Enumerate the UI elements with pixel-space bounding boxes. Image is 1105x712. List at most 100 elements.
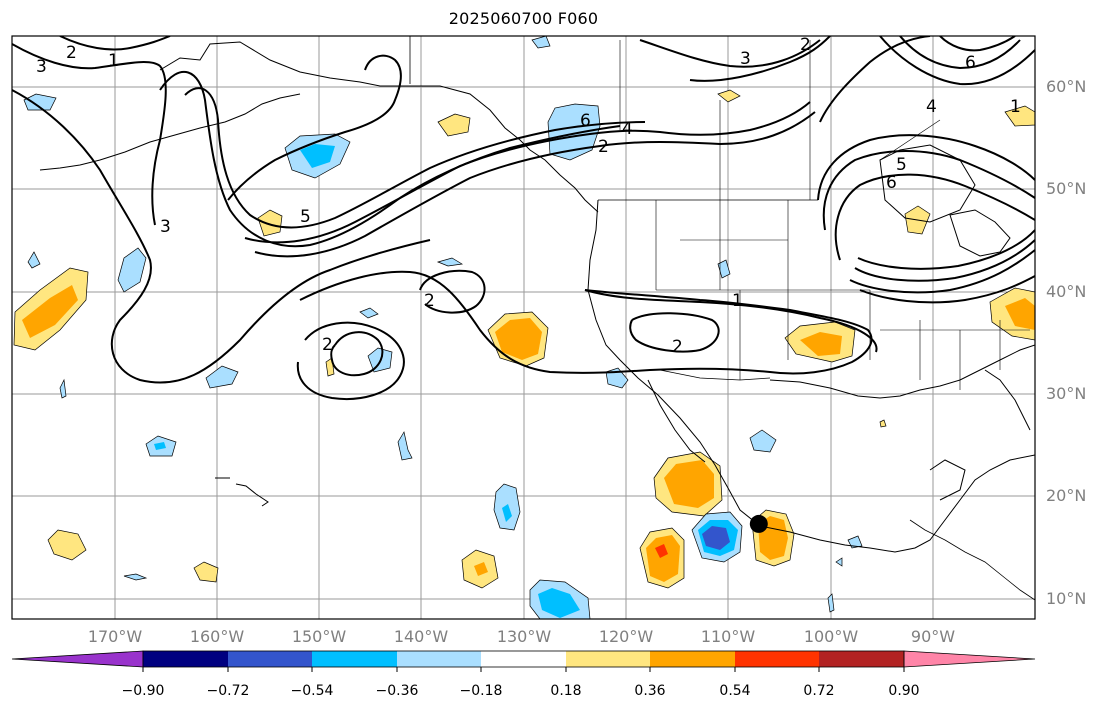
colorbar-extend-low [11, 650, 144, 668]
contour-lines [12, 36, 1035, 400]
colorbar-label: −0.54 [290, 683, 334, 699]
lon-tick-label: 90°W [910, 627, 956, 646]
lon-tick-label: 100°W [803, 627, 859, 646]
contour-label: 4 [622, 119, 633, 139]
positive-anomaly-patch [1005, 298, 1035, 330]
negative-anomaly-patch [702, 526, 730, 550]
contour-label: 6 [580, 111, 591, 131]
coastlines [39, 36, 1035, 601]
positive-anomaly-patch [22, 285, 78, 338]
negative-anomaly-patch [397, 431, 413, 461]
contour-label: 1 [1010, 97, 1021, 117]
lat-tick-label: 10°N [1046, 589, 1087, 608]
province-lines [619, 40, 941, 200]
negative-anomaly-patch [27, 251, 41, 269]
colorbar-label: −0.18 [459, 683, 503, 699]
florida [984, 369, 1031, 431]
contour-label: 5 [300, 207, 311, 227]
colorbar-extend-high [903, 650, 1036, 668]
negative-anomaly-patch [154, 442, 166, 450]
anomaly-patches [13, 36, 1035, 619]
negative-anomaly-patch [123, 573, 148, 581]
colorbar-bin [566, 651, 650, 667]
lon-tick-label: 120°W [598, 627, 654, 646]
negative-anomaly-patch [359, 307, 379, 319]
contour-label: 3 [36, 57, 47, 77]
contour-label: 5 [896, 155, 907, 175]
contour-label: 3 [740, 49, 751, 69]
contour-label: 2 [598, 137, 609, 157]
contour-label: 2 [800, 35, 811, 55]
lat-tick-label: 40°N [1046, 282, 1087, 301]
contour-label: 1 [732, 291, 743, 311]
positive-anomaly-patch [1004, 105, 1035, 127]
positive-anomaly-patch [655, 544, 668, 558]
negative-anomaly-patch [436, 257, 464, 267]
lon-tick-label: 150°W [291, 627, 347, 646]
colorbar-ticks [142, 667, 905, 672]
negative-anomaly-patch [117, 247, 147, 293]
negative-anomaly-patch [205, 365, 239, 389]
positive-anomaly-patch [193, 561, 219, 583]
state-lines [655, 200, 1030, 390]
lon-tick-label: 140°W [393, 627, 449, 646]
great-lakes [949, 209, 1011, 257]
colorbar-bin [481, 651, 566, 667]
colorbar-label: 0.54 [719, 683, 751, 699]
positive-anomaly-patch [879, 419, 887, 428]
baja-peninsula [647, 379, 706, 463]
contour-labels: 2 1 3 3 5 6 4 2 2 2 2 1 2 3 6 4 6 5 1 [36, 35, 1021, 357]
colorbar-label: 0.18 [550, 683, 582, 699]
central-america [909, 519, 1035, 601]
contour-label: 6 [886, 173, 897, 193]
negative-anomaly-patch [827, 593, 835, 613]
lat-tick-label: 20°N [1046, 486, 1087, 505]
positive-anomaly-patch [257, 209, 283, 237]
colorbar-bin [650, 651, 735, 667]
positive-anomaly-patch [664, 460, 714, 508]
lat-tick-label: 30°N [1046, 384, 1087, 403]
canada-coast [587, 199, 1035, 553]
yucatan [929, 459, 966, 501]
positive-anomaly-patch [800, 332, 842, 356]
negative-anomaly-patch [547, 103, 601, 161]
location-marker [749, 514, 768, 533]
colorbar-label: 0.36 [634, 683, 666, 699]
negative-anomaly-patch [300, 144, 335, 168]
contour-label: 1 [108, 51, 119, 71]
colorbar-bin [735, 651, 819, 667]
lat-tick-label: 50°N [1046, 179, 1087, 198]
negative-anomaly-patch [717, 259, 731, 279]
colorbar-label: 0.90 [888, 683, 920, 699]
positive-anomaly-patch [47, 529, 87, 561]
negative-anomaly-patch [538, 588, 580, 618]
aleutian-chain [39, 93, 301, 171]
alaska-coastline [159, 41, 599, 213]
positive-anomaly-patch [474, 562, 488, 576]
us-mexico-border [659, 369, 771, 381]
lon-tick-label: 170°W [87, 627, 143, 646]
colorbar-bin [819, 651, 904, 667]
colorbar-bin [397, 651, 481, 667]
colorbar-label: 0.72 [803, 683, 835, 699]
contour-label: 6 [965, 53, 976, 73]
negative-anomaly-patch [531, 36, 551, 49]
negative-anomaly-patch [23, 93, 57, 111]
negative-anomaly-patch [835, 557, 843, 567]
contour-label: 2 [66, 43, 77, 63]
hawaii-islands [215, 477, 269, 507]
map-title: 2025060700 F060 [448, 9, 599, 28]
negative-anomaly-patch [59, 378, 67, 399]
contour-label: 2 [322, 335, 333, 355]
colorbar-bin [228, 651, 312, 667]
contour-label: 2 [672, 337, 683, 357]
colorbar-bin [312, 651, 397, 667]
contour-label: 4 [926, 97, 937, 117]
positive-anomaly-patch [495, 318, 542, 360]
positive-anomaly-patch [717, 89, 741, 103]
positive-anomaly-patch [437, 113, 471, 137]
positive-anomaly-patch [646, 535, 680, 582]
colorbar-label: −0.72 [206, 683, 250, 699]
map-frame [11, 35, 1036, 620]
